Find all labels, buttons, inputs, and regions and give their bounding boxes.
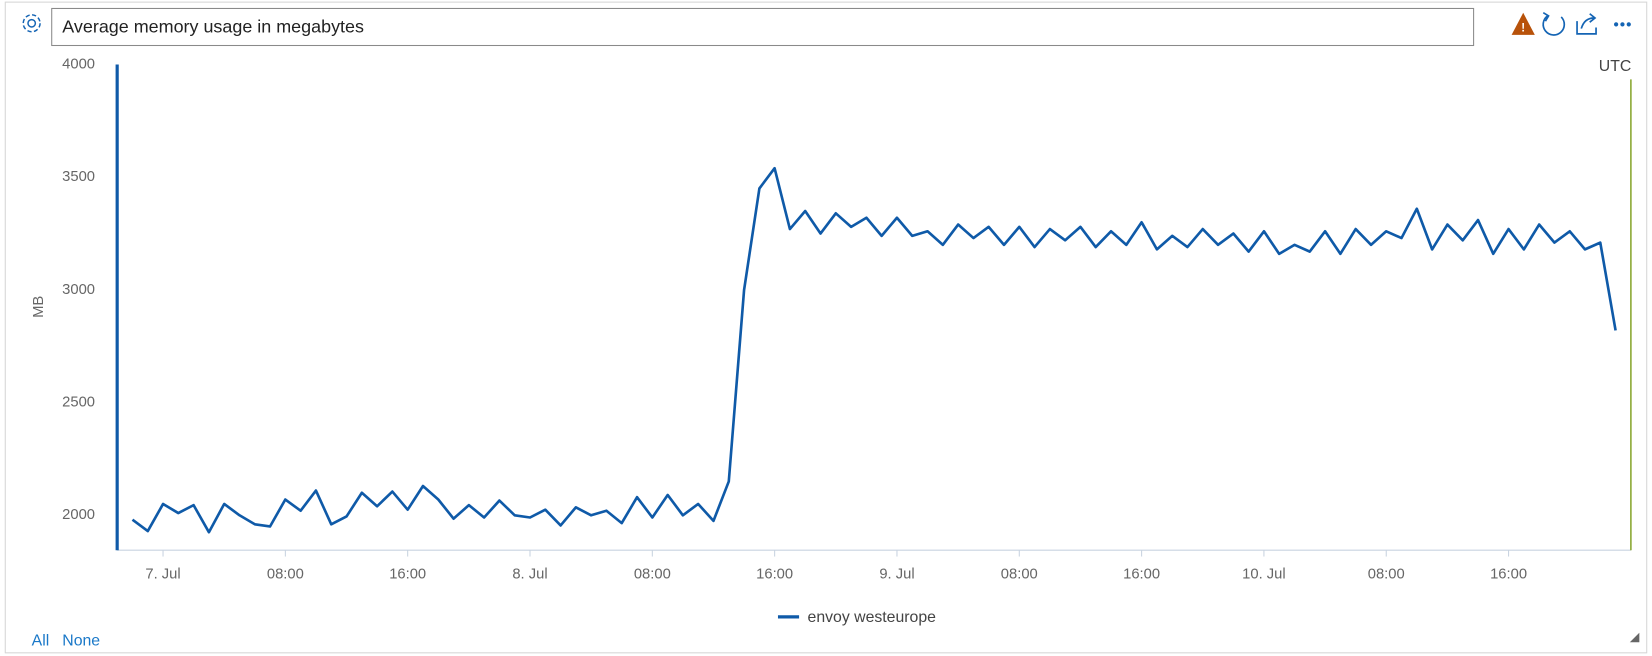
x-tick-label: 16:00 — [1490, 566, 1527, 582]
y-tick-label: 3500 — [62, 169, 95, 185]
resize-handle[interactable] — [1629, 632, 1640, 643]
timezone-label: UTC — [1599, 58, 1632, 75]
more-icon[interactable] — [1613, 22, 1631, 27]
y-tick-label: 2500 — [62, 394, 95, 410]
select-all[interactable]: All — [32, 632, 50, 649]
y-axis-label: MB — [31, 296, 47, 318]
svg-text:!: ! — [1521, 22, 1525, 35]
x-tick-label: 16:00 — [756, 566, 793, 582]
series-line — [131, 166, 1617, 534]
x-tick-label: 7. Jul — [145, 566, 180, 582]
x-tick-label: 08:00 — [267, 566, 304, 582]
settings-icon[interactable] — [22, 14, 41, 33]
x-tick-label: 16:00 — [1123, 566, 1160, 582]
x-tick-label: 08:00 — [1001, 566, 1038, 582]
x-tick-label: 9. Jul — [879, 566, 914, 582]
warning-icon[interactable]: ! — [1511, 12, 1535, 35]
title-input[interactable] — [51, 7, 1475, 47]
chart-title: Average memory usage in megabytes — [62, 16, 364, 36]
legend-label: envoy westeurope — [808, 609, 937, 626]
y-tick-label: 2000 — [62, 507, 95, 523]
y-tick-label: 4000 — [62, 56, 95, 72]
x-tick-label: 10. Jul — [1242, 566, 1286, 582]
x-tick-label: 8. Jul — [512, 566, 547, 582]
panel-border — [4, 1, 1648, 654]
x-tick-label: 16:00 — [389, 566, 426, 582]
x-tick-label: 08:00 — [634, 566, 671, 582]
share-icon[interactable] — [1576, 13, 1597, 35]
x-tick-label: 08:00 — [1368, 566, 1405, 582]
select-none[interactable]: None — [62, 632, 100, 649]
y-tick-label: 3000 — [62, 282, 95, 298]
refresh-icon[interactable] — [1542, 11, 1566, 36]
